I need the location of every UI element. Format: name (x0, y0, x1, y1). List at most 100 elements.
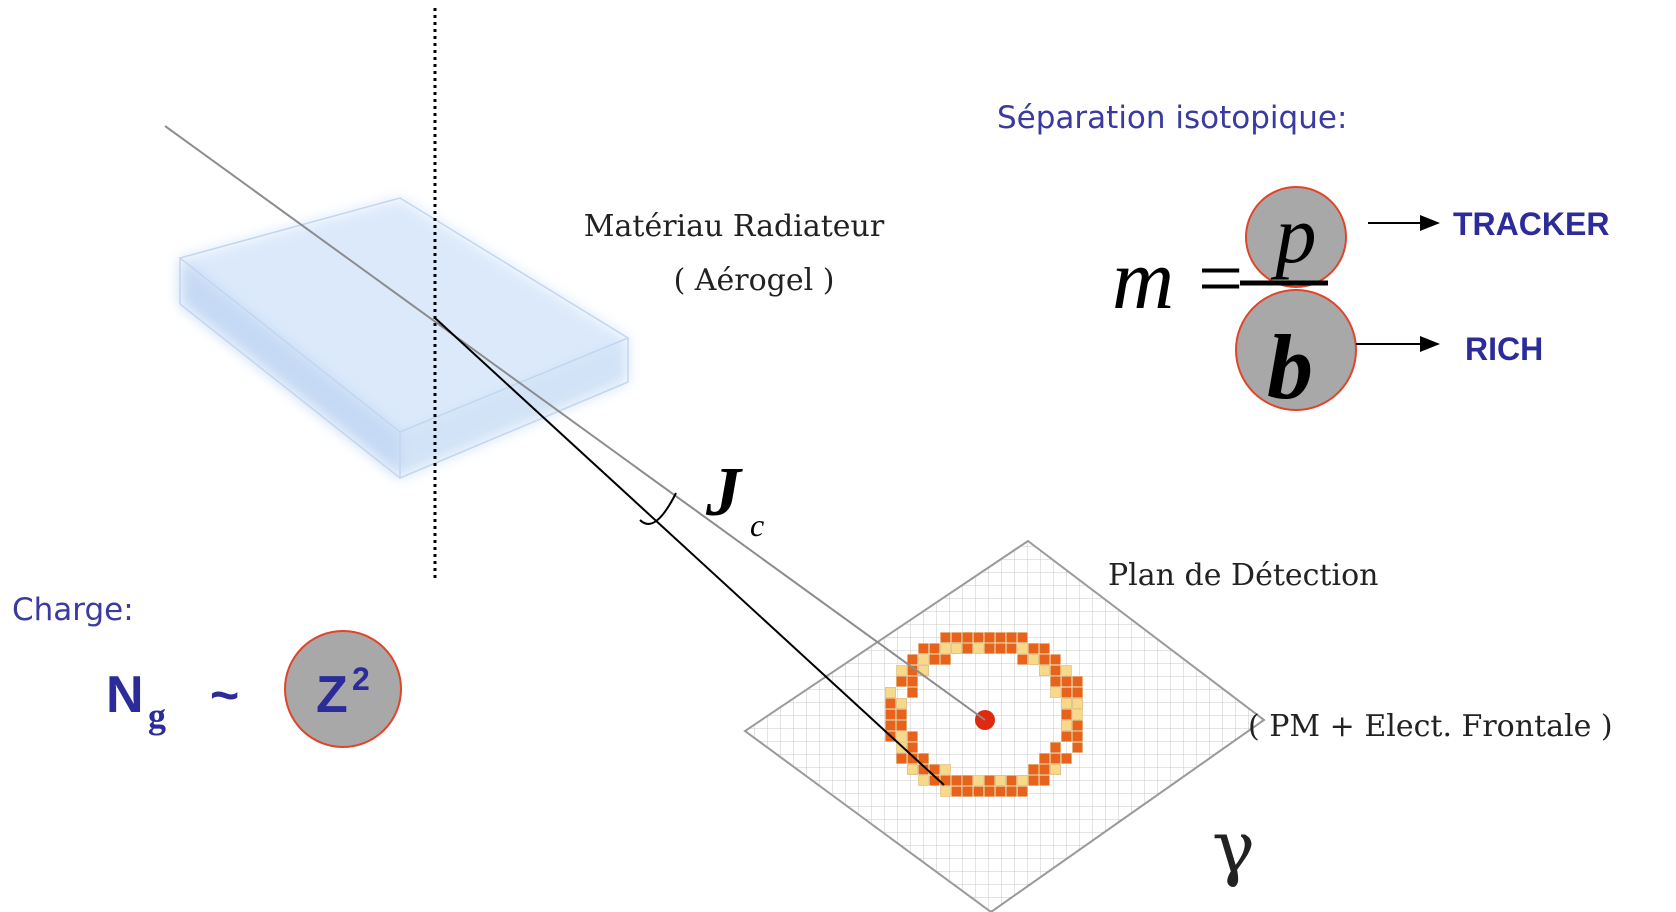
detection-plane-sublabel: ( PM + Elect. Frontale ) (1248, 709, 1613, 744)
ring-hit-pixel (1017, 775, 1028, 786)
ring-hit-pixel (951, 643, 962, 654)
ring-hit-pixel (896, 731, 907, 742)
ring-hit-pixel (885, 698, 896, 709)
ring-hit-pixel (885, 720, 896, 731)
isotope-separation-title: Séparation isotopique: (997, 100, 1347, 136)
ring-hit-pixel (973, 643, 984, 654)
ring-hit-pixel (995, 643, 1006, 654)
ring-hit-pixel (1072, 687, 1083, 698)
ring-hit-pixel (907, 654, 918, 665)
ring-hit-pixel (929, 643, 940, 654)
ring-hit-pixel (940, 786, 951, 797)
ring-hit-pixel (896, 665, 907, 676)
ring-hit-pixel (1017, 654, 1028, 665)
ring-hit-pixel (1061, 753, 1072, 764)
ring-hit-pixel (918, 654, 929, 665)
ring-hit-pixel (1072, 720, 1083, 731)
rich-label: RICH (1465, 331, 1543, 367)
ring-hit-pixel (1061, 731, 1072, 742)
tracker-label: TRACKER (1453, 206, 1609, 242)
ring-hit-pixel (1039, 753, 1050, 764)
ring-hit-pixel (1050, 764, 1061, 775)
ring-hit-pixel (1028, 654, 1039, 665)
ring-hit-pixel (1017, 643, 1028, 654)
ring-hit-pixel (940, 643, 951, 654)
cherenkov-angle-symbol: J (705, 454, 743, 531)
radiator-block (180, 198, 628, 478)
ring-hit-pixel (1017, 786, 1028, 797)
ring-hit-pixel (995, 775, 1006, 786)
radiator-label: Matériau Radiateur (584, 209, 885, 244)
ring-hit-pixel (907, 731, 918, 742)
ring-hit-pixel (1006, 786, 1017, 797)
ring-hit-pixel (1039, 775, 1050, 786)
ring-hit-pixel (1061, 665, 1072, 676)
formula-b: b (1267, 316, 1313, 418)
ring-hit-pixel (984, 643, 995, 654)
ring-hit-pixel (1050, 687, 1061, 698)
ring-hit-pixel (1039, 665, 1050, 676)
ring-hit-pixel (995, 786, 1006, 797)
momentum-circle (1245, 186, 1347, 288)
ring-hit-pixel (962, 643, 973, 654)
ring-hit-pixel (962, 786, 973, 797)
ring-hit-pixel (1050, 676, 1061, 687)
ring-hit-pixel (918, 643, 929, 654)
ring-hit-pixel (918, 753, 929, 764)
ring-hit-pixel (973, 632, 984, 643)
formula-p: p (1271, 189, 1317, 280)
ring-hit-pixel (1028, 775, 1039, 786)
ring-hit-pixel (984, 786, 995, 797)
charge-z: Z (316, 666, 348, 724)
ring-hit-pixel (896, 709, 907, 720)
ring-hit-pixel (1017, 632, 1028, 643)
ring-hit-pixel (896, 720, 907, 731)
ring-hit-pixel (984, 775, 995, 786)
ring-hit-pixel (1072, 709, 1083, 720)
ring-hit-pixel (907, 676, 918, 687)
ring-hit-pixel (1050, 654, 1061, 665)
ring-hit-pixel (1039, 764, 1050, 775)
ring-hit-pixel (1072, 731, 1083, 742)
cherenkov-angle-arc (639, 492, 677, 525)
ring-hit-pixel (1072, 742, 1083, 753)
ring-hit-pixel (940, 764, 951, 775)
cherenkov-ring (885, 632, 1083, 797)
formula-m: m (1112, 231, 1174, 327)
ring-hit-pixel (1006, 632, 1017, 643)
ring-hit-pixel (896, 753, 907, 764)
ring-hit-pixel (951, 775, 962, 786)
ring-hit-pixel (940, 632, 951, 643)
ring-hit-pixel (1050, 665, 1061, 676)
ring-hit-pixel (918, 775, 929, 786)
ring-hit-pixel (907, 753, 918, 764)
ring-hit-pixel (1006, 643, 1017, 654)
ring-hit-pixel (973, 786, 984, 797)
ring-hit-pixel (962, 775, 973, 786)
ring-hit-pixel (951, 786, 962, 797)
photon-count-symbol: N (106, 666, 144, 724)
detection-plane-label: Plan de Détection (1108, 558, 1378, 593)
ring-hit-pixel (907, 764, 918, 775)
ring-hit-pixel (896, 742, 907, 753)
gamma-symbol: γ (1212, 805, 1255, 889)
ring-hit-pixel (962, 632, 973, 643)
cherenkov-photon-line (434, 317, 945, 786)
radiator-outline (178, 197, 630, 479)
ring-hit-pixel (1061, 720, 1072, 731)
ring-hit-pixel (940, 654, 951, 665)
ring-hit-pixel (929, 654, 940, 665)
ring-hit-pixel (1050, 753, 1061, 764)
ring-hit-pixel (1061, 676, 1072, 687)
charge-title: Charge: (12, 592, 134, 628)
ring-hit-pixel (907, 687, 918, 698)
ring-hit-pixel (1006, 775, 1017, 786)
charge-circle (284, 630, 402, 748)
photon-count-subscript: g (148, 696, 166, 736)
ring-hit-pixel (995, 632, 1006, 643)
ring-hit-pixel (1028, 643, 1039, 654)
particle-track (164, 125, 986, 721)
cherenkov-angle-subscript: c (750, 507, 764, 543)
charge-z-exponent: 2 (352, 661, 370, 697)
ring-hit-pixel (885, 709, 896, 720)
